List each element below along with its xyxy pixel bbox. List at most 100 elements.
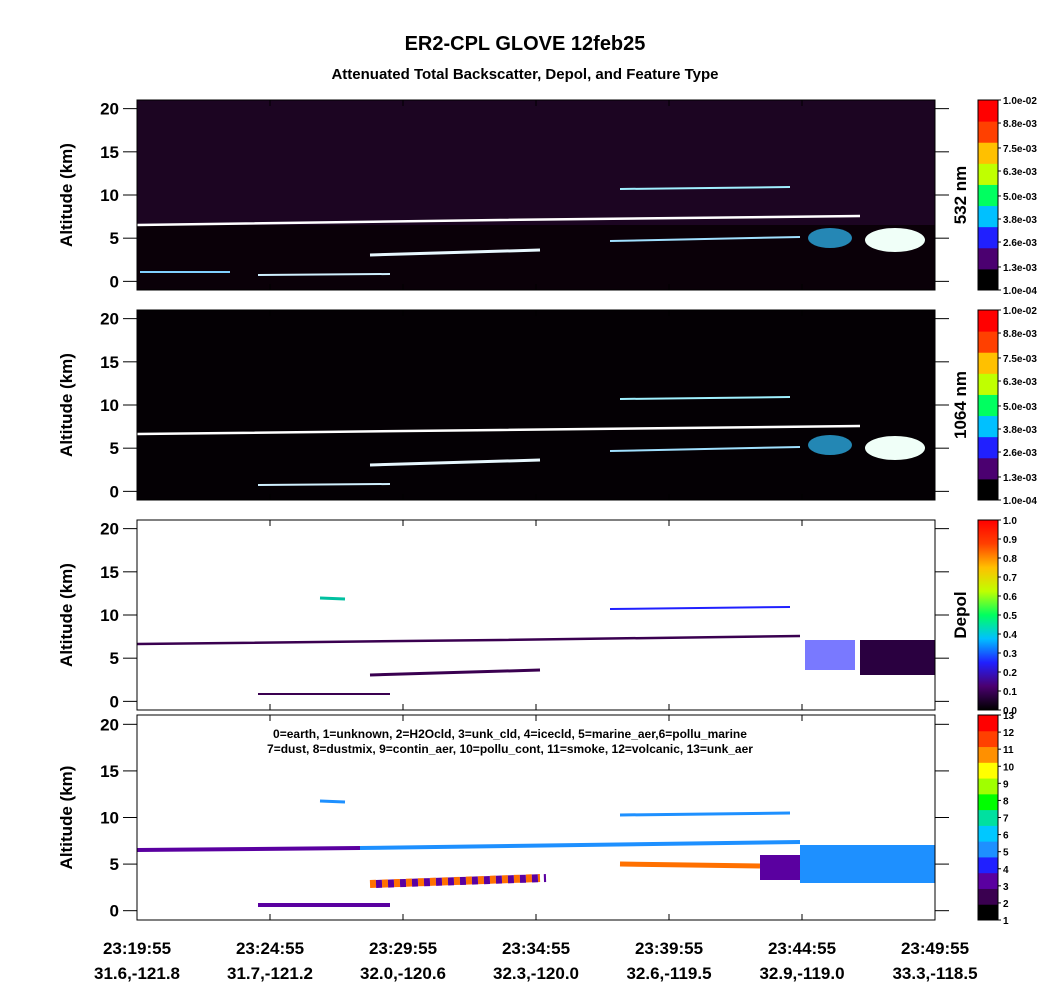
y-tick-label: 0 [110, 902, 119, 921]
curtain-depol [136, 520, 935, 710]
y-tick-label: 5 [110, 439, 119, 458]
x-tick-label: 23:34:55 [502, 939, 570, 958]
y-tick-label: 20 [100, 310, 119, 329]
colorbar-tick-label: 1.0e-02 [1003, 96, 1037, 107]
colorbar-segment [978, 268, 998, 291]
y-tick-label: 0 [110, 692, 119, 711]
colorbar-segment [978, 142, 998, 164]
colorbar-tick-label: 0.5 [1003, 611, 1017, 622]
colorbar-tick-label: 11 [1003, 745, 1014, 756]
y-tick-label: 10 [100, 606, 119, 625]
colorbar-frame [977, 99, 999, 291]
y-tick-label: 5 [110, 649, 119, 668]
colorbar-tick-label: 0.0 [1003, 706, 1017, 717]
colorbar-segment [978, 762, 998, 779]
colorbar-segment [978, 310, 998, 332]
colorbar-tick-label: 13 [1003, 711, 1015, 722]
colorbar-tick-label: 0.1 [1003, 687, 1017, 698]
colorbar-tick-label: 8 [1003, 796, 1009, 807]
colorbar-segment [978, 436, 998, 459]
x-tick-label: 23:24:55 [236, 939, 304, 958]
colorbar-segment [978, 809, 998, 826]
y-tick-label: 0 [110, 272, 119, 291]
colorbar-tick-label: 8.8e-03 [1003, 119, 1037, 130]
colorbar-tick-label: 1 [1003, 916, 1009, 927]
colorbar-tick-label: 2 [1003, 899, 1009, 910]
y-tick-label: 15 [100, 563, 119, 582]
colorbar-segment [978, 715, 998, 732]
y-axis-label: Altitude (km) [57, 563, 76, 667]
colorbar-segment [978, 457, 998, 480]
colorbar-segment [978, 394, 998, 417]
colorbar-segment [978, 205, 998, 228]
x-tick-label: 23:39:55 [635, 939, 703, 958]
colorbar-tick-label: 3 [1003, 882, 1009, 893]
colorbar-tick-label: 1.0e-02 [1003, 306, 1037, 317]
colorbar-tick-label: 9 [1003, 779, 1009, 790]
colorbar-tick-label: 0.6 [1003, 592, 1017, 603]
colorbar-segment [978, 352, 998, 374]
colorbar-tick-label: 0.9 [1003, 535, 1017, 546]
colorbar-segment [978, 856, 998, 874]
y-tick-label: 20 [100, 100, 119, 119]
colorbar-segment [978, 478, 998, 501]
colorbar-tick-label: 5.0e-03 [1003, 192, 1037, 203]
colorbar-segment [978, 415, 998, 438]
x-tick-label: 32.6,-119.5 [626, 964, 711, 983]
y-tick-label: 10 [100, 809, 119, 828]
colorbar-segment [978, 226, 998, 249]
colorbar-tick-label: 1.3e-03 [1003, 473, 1037, 484]
colorbar-segment [978, 163, 998, 185]
annotation: 0=earth, 1=unknown, 2=H2Ocld, 3=unk_cld,… [273, 727, 747, 741]
colorbar-tick-label: 10 [1003, 762, 1015, 773]
chart-title: ER2-CPL GLOVE 12feb25 [405, 33, 646, 55]
colorbar-tick-label: 3.8e-03 [1003, 425, 1037, 436]
colorbar-tick-label: 1.0e-04 [1003, 286, 1037, 297]
colorbar-segment [978, 872, 998, 889]
colorbar-segment [978, 841, 998, 858]
x-tick-label: 23:49:55 [901, 939, 969, 958]
curtain-532 [136, 100, 935, 290]
x-tick-label: 32.0,-120.6 [360, 964, 446, 983]
colorbar-tick-label: 3.8e-03 [1003, 215, 1037, 226]
x-tick-label: 23:19:55 [103, 939, 171, 958]
y-tick-label: 10 [100, 396, 119, 415]
colorbar-segment [978, 904, 998, 921]
colorbar-segment [978, 746, 998, 763]
colorbar-tick-label: 6.3e-03 [1003, 167, 1037, 178]
colorbar-tick-label: 12 [1003, 728, 1015, 739]
curtain-feature-type [136, 715, 935, 920]
y-tick-label: 15 [100, 762, 119, 781]
y-tick-label: 5 [110, 229, 119, 248]
colorbar-label: 1064 nm [951, 371, 970, 439]
colorbar-segment [978, 778, 998, 795]
y-tick-label: 0 [110, 482, 119, 501]
colorbar-tick-label: 1.3e-03 [1003, 263, 1037, 274]
x-tick-label: 32.9,-119.0 [759, 964, 844, 983]
colorbar-tick-label: 1.0 [1003, 516, 1017, 527]
colorbar-segment [978, 100, 998, 122]
y-axis-label: Altitude (km) [57, 353, 76, 457]
colorbar [978, 520, 998, 710]
y-axis-label: Altitude (km) [57, 143, 76, 247]
colorbar-tick-label: 5 [1003, 848, 1009, 859]
x-tick-label: 31.6,-121.8 [94, 964, 180, 983]
x-tick-label: 33.3,-118.5 [892, 964, 977, 983]
colorbar-tick-label: 1.0e-04 [1003, 496, 1037, 507]
colorbar-tick-label: 8.8e-03 [1003, 329, 1037, 340]
colorbar-tick-label: 0.8 [1003, 554, 1017, 565]
x-tick-label: 31.7,-121.2 [227, 964, 313, 983]
colorbar-segment [978, 793, 998, 811]
colorbar-tick-label: 0.2 [1003, 668, 1017, 679]
curtain-1064 [136, 310, 935, 500]
x-tick-label: 32.3,-120.0 [493, 964, 579, 983]
colorbar-segment [978, 825, 998, 842]
colorbar-label: Depol [951, 591, 970, 638]
colorbar-tick-label: 0.4 [1003, 630, 1017, 641]
colorbar-tick-label: 0.7 [1003, 573, 1017, 584]
colorbar-tick-label: 6.3e-03 [1003, 377, 1037, 388]
colorbar-segment [978, 373, 998, 395]
y-tick-label: 10 [100, 186, 119, 205]
colorbar-tick-label: 4 [1003, 865, 1009, 876]
colorbar-label: 532 nm [951, 166, 970, 225]
